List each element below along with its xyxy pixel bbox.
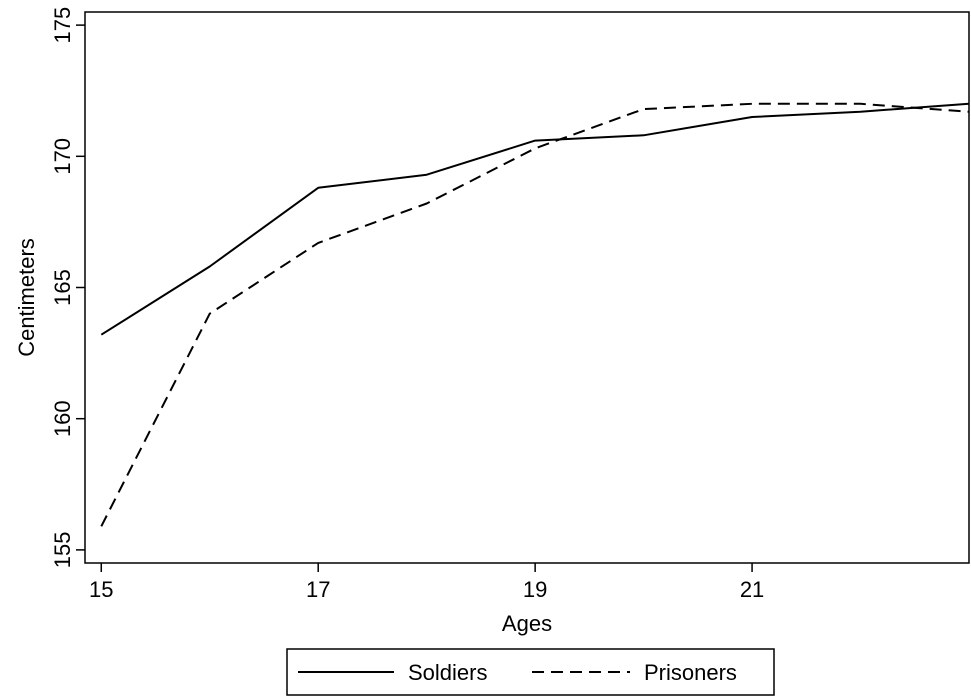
legend: Soldiers Prisoners: [286, 648, 775, 696]
x-tick-label: 17: [306, 577, 330, 602]
series-line-prisoners: [100, 102, 970, 527]
legend-label-prisoners: Prisoners: [644, 660, 737, 685]
y-tick-label: 170: [50, 138, 75, 175]
y-tick-label: 160: [50, 400, 75, 437]
series-layer: [100, 102, 970, 527]
x-tick-label: 21: [740, 577, 764, 602]
series-line-soldiers: [100, 102, 970, 336]
x-tick-label: 19: [523, 577, 547, 602]
y-axis-ticks: 155 160 165 170 175: [50, 7, 85, 568]
x-tick-label: 15: [89, 577, 113, 602]
y-axis-title: Centimeters: [14, 238, 39, 357]
y-tick-label: 165: [50, 269, 75, 306]
x-axis-title: Ages: [502, 611, 552, 636]
legend-label-soldiers: Soldiers: [408, 660, 487, 685]
y-tick-label: 155: [50, 532, 75, 569]
y-tick-label: 175: [50, 7, 75, 44]
x-axis-ticks: 15 17 19 21: [89, 563, 764, 602]
